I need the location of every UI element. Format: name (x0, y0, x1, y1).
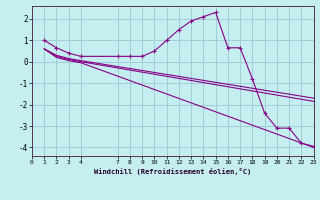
X-axis label: Windchill (Refroidissement éolien,°C): Windchill (Refroidissement éolien,°C) (94, 168, 252, 175)
